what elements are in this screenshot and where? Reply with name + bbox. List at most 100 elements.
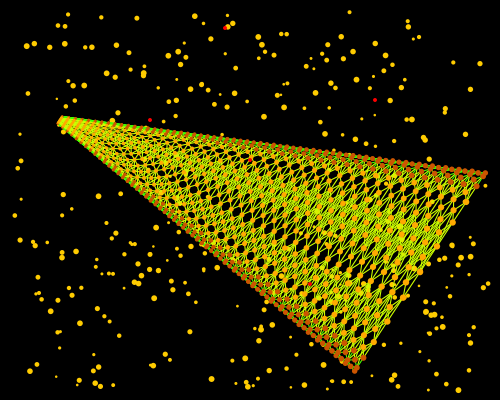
Point (260, 288, 268, 294)
Point (86, 147, 94, 154)
Point (178, 129, 186, 136)
Point (371, 112, 379, 118)
Point (397, 340, 405, 346)
Point (362, 186, 370, 193)
Point (399, 186, 407, 192)
Point (204, 194, 212, 200)
Point (351, 313, 359, 319)
Point (124, 167, 132, 174)
Point (372, 192, 380, 198)
Point (408, 116, 416, 123)
Point (340, 56, 347, 62)
Point (176, 252, 184, 259)
Point (111, 120, 119, 127)
Point (334, 349, 342, 356)
Point (244, 278, 252, 285)
Point (415, 283, 423, 289)
Point (385, 209, 393, 215)
Point (313, 250, 321, 257)
Point (280, 104, 288, 110)
Point (150, 193, 158, 200)
Point (188, 146, 196, 152)
Point (176, 186, 184, 192)
Point (277, 92, 285, 98)
Point (197, 132, 205, 138)
Point (226, 197, 234, 203)
Point (77, 129, 85, 135)
Point (281, 223, 289, 229)
Point (336, 281, 344, 288)
Point (124, 178, 132, 184)
Point (232, 380, 240, 387)
Point (258, 193, 266, 199)
Point (336, 150, 344, 157)
Point (334, 293, 342, 300)
Point (272, 280, 280, 286)
Point (248, 217, 256, 224)
Point (328, 267, 336, 273)
Point (116, 156, 124, 162)
Point (115, 169, 123, 175)
Point (278, 273, 285, 279)
Point (382, 254, 390, 261)
Point (175, 229, 183, 235)
Point (46, 44, 54, 50)
Point (200, 20, 207, 27)
Point (283, 296, 291, 302)
Point (479, 173, 487, 180)
Point (352, 76, 360, 83)
Point (476, 60, 484, 67)
Point (260, 254, 268, 260)
Point (123, 135, 131, 142)
Point (54, 120, 62, 126)
Point (304, 329, 312, 336)
Point (82, 143, 90, 150)
Point (128, 241, 136, 248)
Point (421, 174, 429, 181)
Point (224, 188, 232, 194)
Point (91, 151, 99, 157)
Point (126, 240, 134, 246)
Point (420, 134, 428, 141)
Point (58, 124, 66, 130)
Point (430, 312, 438, 318)
Point (341, 306, 349, 312)
Point (416, 268, 424, 274)
Point (181, 222, 189, 228)
Point (60, 122, 68, 129)
Point (168, 164, 176, 171)
Point (256, 141, 264, 148)
Point (327, 207, 335, 214)
Point (274, 288, 281, 295)
Point (263, 141, 271, 148)
Point (338, 356, 345, 362)
Point (318, 50, 326, 57)
Point (390, 172, 398, 179)
Point (254, 34, 262, 40)
Point (221, 25, 229, 31)
Point (444, 172, 452, 179)
Point (422, 308, 430, 315)
Point (234, 184, 242, 190)
Point (240, 231, 248, 237)
Point (404, 292, 412, 299)
Point (109, 271, 117, 277)
Point (298, 164, 306, 171)
Point (368, 372, 376, 379)
Point (300, 311, 308, 318)
Point (184, 130, 192, 137)
Point (136, 180, 144, 186)
Point (127, 173, 135, 179)
Point (11, 212, 19, 219)
Point (306, 281, 314, 287)
Point (434, 164, 442, 171)
Point (98, 140, 106, 146)
Point (58, 114, 66, 121)
Point (267, 178, 275, 185)
Point (121, 128, 129, 134)
Point (86, 147, 94, 154)
Point (424, 387, 432, 393)
Point (317, 157, 325, 164)
Point (144, 125, 152, 131)
Point (200, 171, 208, 177)
